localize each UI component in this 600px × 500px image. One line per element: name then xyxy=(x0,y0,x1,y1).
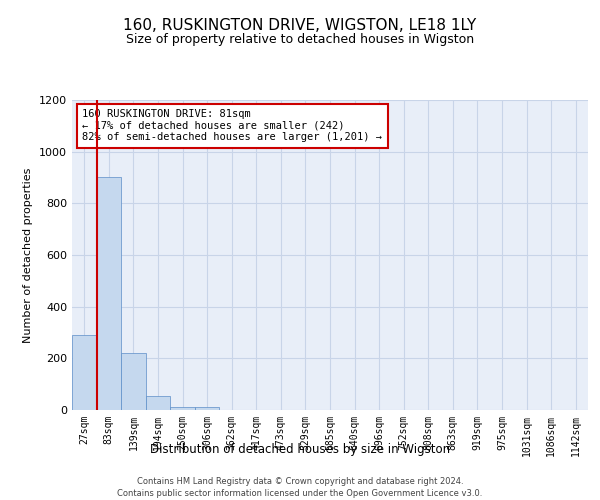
Y-axis label: Number of detached properties: Number of detached properties xyxy=(23,168,34,342)
Bar xyxy=(72,335,97,410)
Bar xyxy=(121,353,146,410)
Bar xyxy=(97,178,121,410)
Text: Distribution of detached houses by size in Wigston: Distribution of detached houses by size … xyxy=(150,442,450,456)
Text: 160 RUSKINGTON DRIVE: 81sqm
← 17% of detached houses are smaller (242)
82% of se: 160 RUSKINGTON DRIVE: 81sqm ← 17% of det… xyxy=(82,110,382,142)
Bar xyxy=(170,408,195,410)
Text: 160, RUSKINGTON DRIVE, WIGSTON, LE18 1LY: 160, RUSKINGTON DRIVE, WIGSTON, LE18 1LY xyxy=(124,18,476,32)
Text: Contains public sector information licensed under the Open Government Licence v3: Contains public sector information licen… xyxy=(118,489,482,498)
Text: Contains HM Land Registry data © Crown copyright and database right 2024.: Contains HM Land Registry data © Crown c… xyxy=(137,478,463,486)
Bar xyxy=(195,408,220,410)
Bar xyxy=(146,396,170,410)
Text: Size of property relative to detached houses in Wigston: Size of property relative to detached ho… xyxy=(126,32,474,46)
